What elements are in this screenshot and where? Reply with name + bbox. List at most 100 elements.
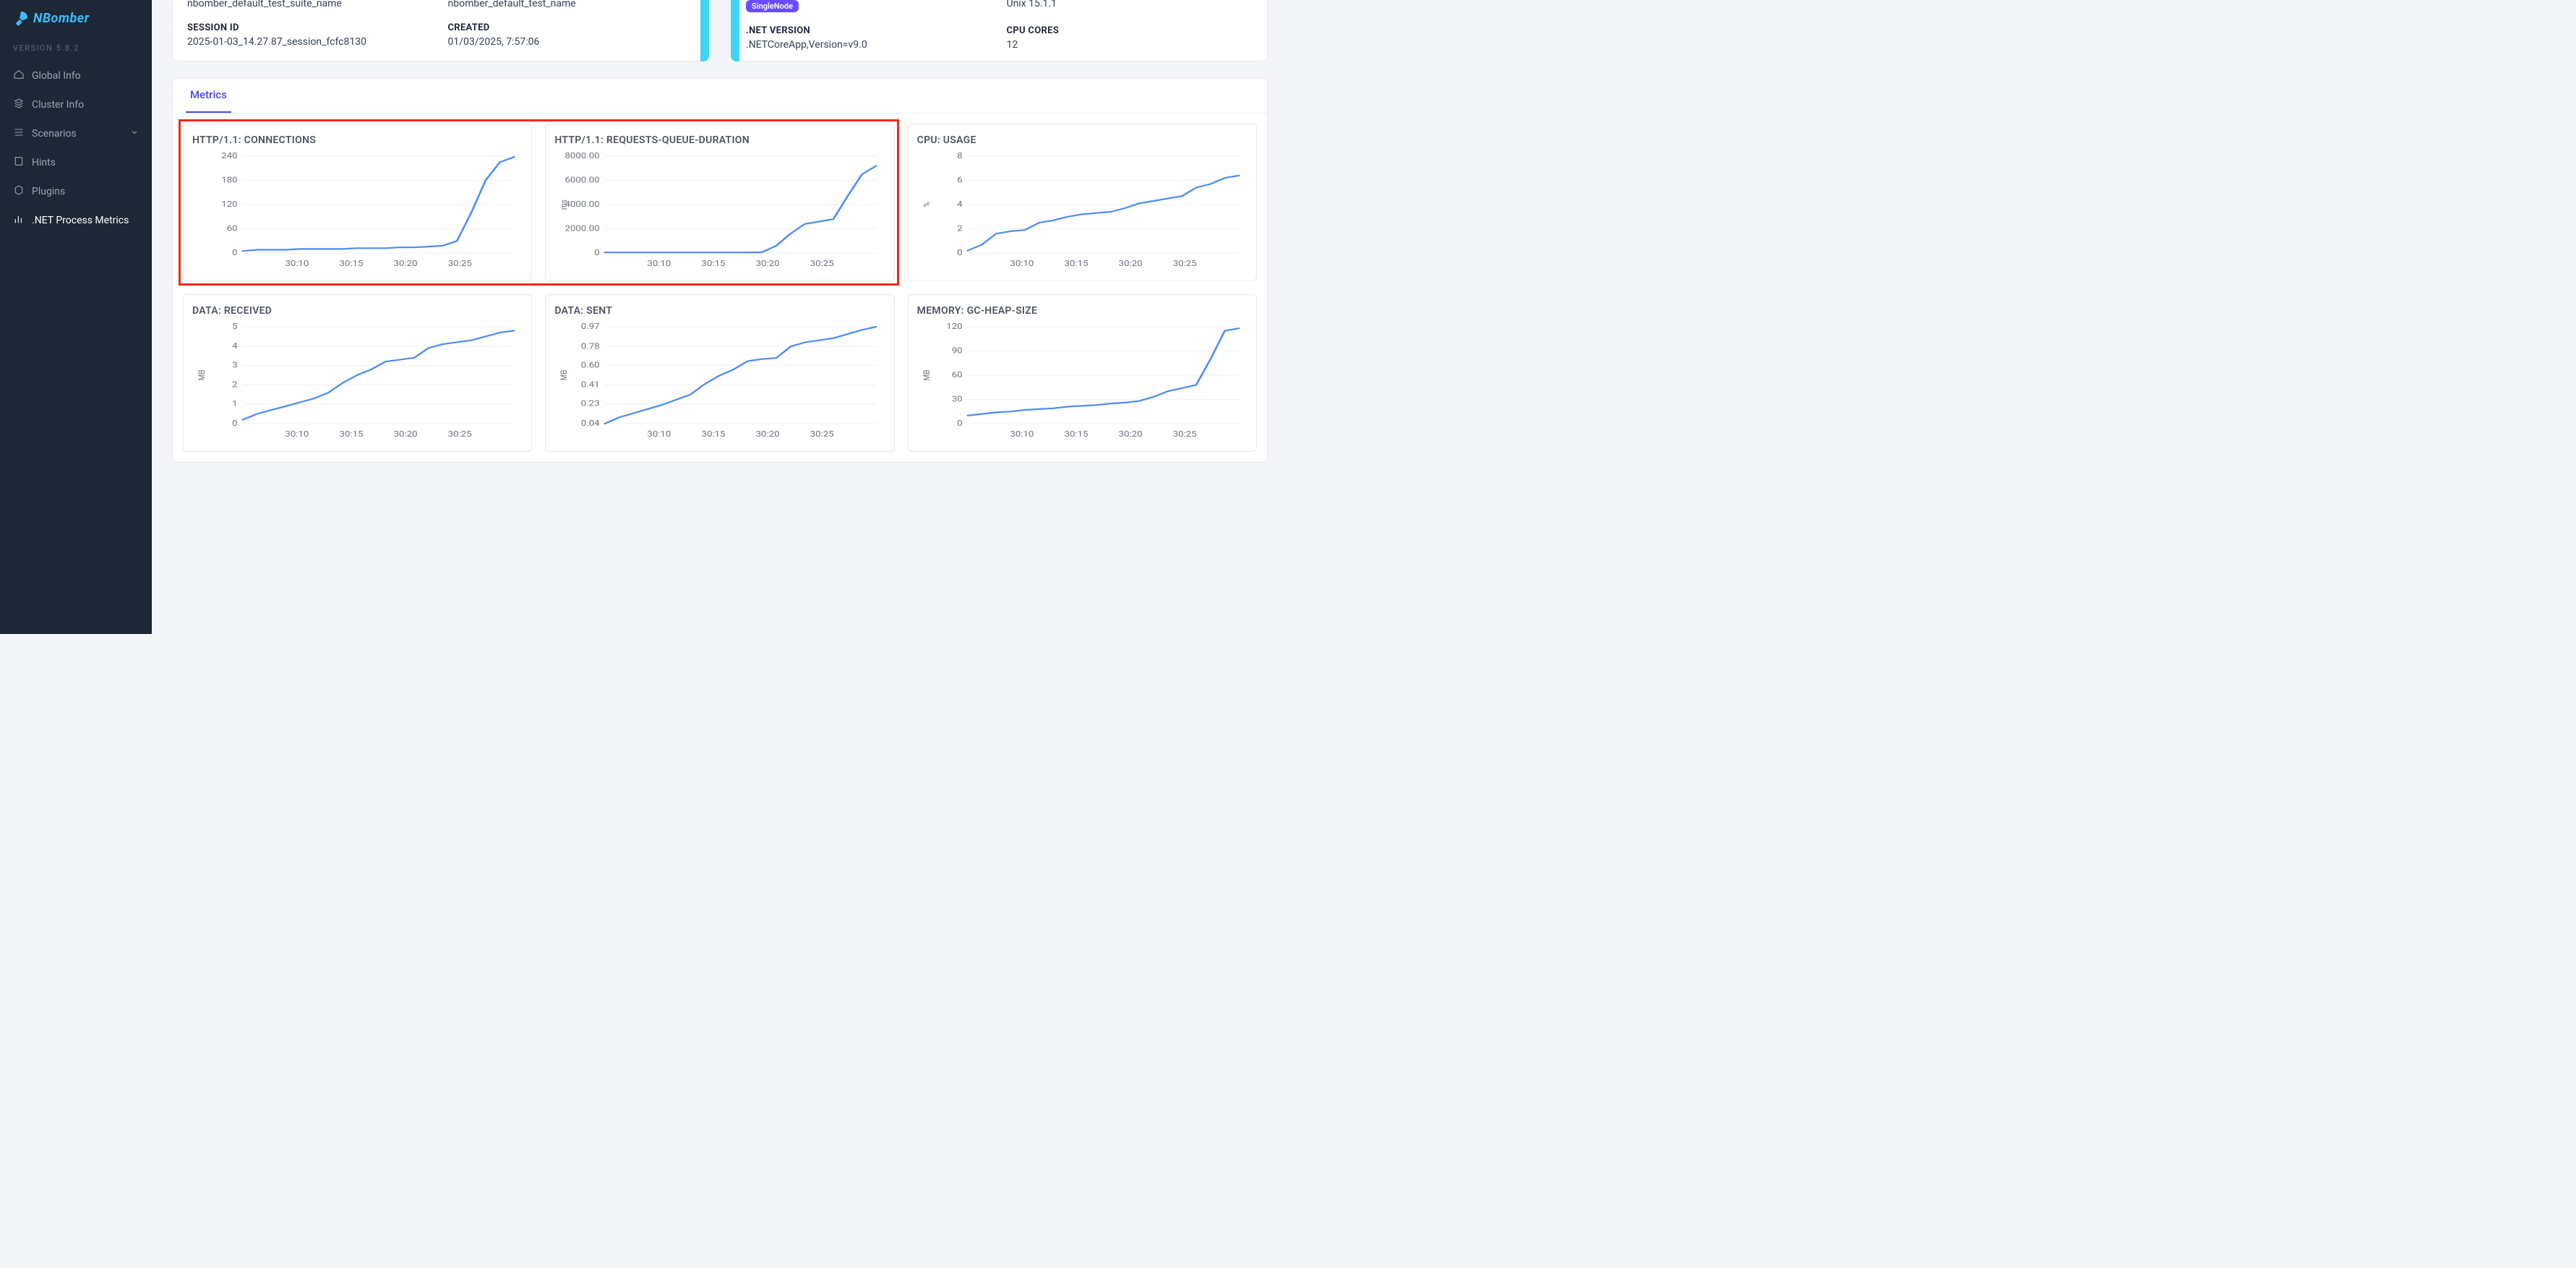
nav: Global Info Cluster Info Scenarios Hints Plu… xyxy=(0,61,152,235)
chart-card-2: CPU: USAGE0246830:1030:1530:2030:25% xyxy=(908,124,1257,281)
chart-card-5: MEMORY: GC-HEAP-SIZE030609012030:1030:15… xyxy=(908,294,1257,452)
sidebar-item-label: .NET Process Metrics xyxy=(32,215,129,226)
svg-text:4: 4 xyxy=(957,200,963,209)
svg-text:60: 60 xyxy=(951,370,962,380)
session-label: SESSION ID xyxy=(187,12,434,33)
svg-text:90: 90 xyxy=(951,346,962,356)
chart-svg: 030609012030:1030:1530:2030:25MB xyxy=(917,321,1248,444)
card-stripe xyxy=(700,0,709,61)
cluster-icon xyxy=(13,98,25,112)
bars-icon xyxy=(13,213,25,228)
chart-card-4: DATA: SENT 0.04 0.23 0.41 0.60 0.78 0.97 30:10 3… xyxy=(545,294,894,452)
svg-text:5: 5 xyxy=(232,322,238,331)
sidebar-item-plugins[interactable]: Plugins xyxy=(0,177,152,206)
chart-title: MEMORY: GC-HEAP-SIZE xyxy=(917,305,1248,317)
info-card-env: SingleNode Unix 15.1.1 .NET VERSION CPU … xyxy=(731,0,1268,61)
svg-text:0.41: 0.41 xyxy=(581,380,600,390)
svg-text:%: % xyxy=(922,202,932,207)
svg-text:30:15: 30:15 xyxy=(702,429,726,439)
created-label: CREATED xyxy=(448,12,695,33)
sidebar-item-scenarios[interactable]: Scenarios xyxy=(0,119,152,148)
info-row: nbomber_default_test_suite_name nbomber_… xyxy=(152,0,1288,77)
svg-text:30:20: 30:20 xyxy=(1118,259,1142,268)
svg-text:30:25: 30:25 xyxy=(810,429,834,439)
home-icon xyxy=(13,69,25,83)
sidebar-item-label: Global Info xyxy=(32,70,81,82)
svg-text:30:25: 30:25 xyxy=(1172,429,1196,439)
os-value: Unix 15.1.1 xyxy=(1007,0,1253,12)
brand: NBomber xyxy=(0,0,152,29)
chart-card-3: DATA: RECEIVED01234530:1030:1530:2030:25… xyxy=(183,294,532,452)
svg-text:2: 2 xyxy=(957,224,963,234)
svg-text:30:20: 30:20 xyxy=(756,429,780,439)
session-value: 2025-01-03_14.27.87_session_fcfc8130 xyxy=(187,36,434,48)
svg-text:120: 120 xyxy=(946,322,962,331)
svg-text:0: 0 xyxy=(957,419,963,428)
version-label: VERSION 5.8.2 xyxy=(0,29,152,61)
chart-title: CPU: USAGE xyxy=(917,134,1248,146)
svg-text:MB: MB xyxy=(922,369,932,380)
info-card-session: nbomber_default_test_suite_name nbomber_… xyxy=(172,0,709,61)
svg-text:30:10: 30:10 xyxy=(285,429,309,439)
sidebar-item-label: Scenarios xyxy=(32,128,77,140)
svg-text:0.78: 0.78 xyxy=(581,341,600,351)
cores-label: CPU CORES xyxy=(1007,15,1253,36)
chart-svg: 0.04 0.23 0.41 0.60 0.78 0.97 30:10 30:15 30:20 3… xyxy=(554,321,885,444)
highlight-box xyxy=(179,119,899,286)
svg-text:0.04: 0.04 xyxy=(581,419,600,428)
cluster-mode-badge: SingleNode xyxy=(746,0,799,12)
svg-text:30: 30 xyxy=(951,395,962,404)
sidebar-item-label: Cluster Info xyxy=(32,99,84,111)
sidebar-item-label: Hints xyxy=(32,157,56,168)
hex-icon xyxy=(13,184,25,199)
svg-text:MB: MB xyxy=(559,369,569,380)
svg-text:0.97: 0.97 xyxy=(581,322,600,331)
test-value: nbomber_default_test_name xyxy=(448,0,695,9)
tab-metrics[interactable]: Metrics xyxy=(186,78,231,113)
chart-body: 0.04 0.23 0.41 0.60 0.78 0.97 30:10 30:15 30:20 3… xyxy=(554,321,885,444)
sidebar-item-global-info[interactable]: Global Info xyxy=(0,61,152,90)
cores-value: 12 xyxy=(1007,39,1253,51)
chart-title: DATA: SENT xyxy=(554,305,885,317)
chart-body: 01234530:1030:1530:2030:25MB xyxy=(192,321,523,444)
chart-body: 030609012030:1030:1530:2030:25MB xyxy=(917,321,1248,444)
net-label: .NET VERSION xyxy=(746,15,992,36)
chart-svg: 01234530:1030:1530:2030:25MB xyxy=(192,321,523,444)
svg-text:30:20: 30:20 xyxy=(1118,429,1142,439)
metrics-panel: Metrics HTTP/1.1: CONNECTIONS06012018024… xyxy=(172,77,1268,463)
rocket-icon xyxy=(13,10,29,26)
sidebar-item-cluster-info[interactable]: Cluster Info xyxy=(0,90,152,119)
svg-text:4: 4 xyxy=(232,341,238,351)
svg-text:30:10: 30:10 xyxy=(1010,259,1034,268)
svg-text:0: 0 xyxy=(957,248,963,257)
svg-text:0.60: 0.60 xyxy=(581,360,600,369)
svg-text:6: 6 xyxy=(957,176,963,185)
charts-wrap: HTTP/1.1: CONNECTIONS06012018024030:1030… xyxy=(173,113,1267,462)
card-stripe xyxy=(731,0,739,61)
sidebar-item-label: Plugins xyxy=(32,186,65,197)
sidebar-item-hints[interactable]: Hints xyxy=(0,148,152,177)
svg-text:3: 3 xyxy=(232,361,238,370)
svg-text:30:25: 30:25 xyxy=(1172,259,1196,268)
chart-svg: 0246830:1030:1530:2030:25% xyxy=(917,150,1248,273)
svg-text:30:25: 30:25 xyxy=(448,429,472,439)
svg-text:1: 1 xyxy=(232,399,237,408)
svg-text:2: 2 xyxy=(232,380,238,389)
chart-title: DATA: RECEIVED xyxy=(192,305,523,317)
brand-text: NBomber xyxy=(33,11,90,26)
svg-text:30:10: 30:10 xyxy=(1010,429,1034,439)
svg-text:30:15: 30:15 xyxy=(340,429,364,439)
svg-text:30:10: 30:10 xyxy=(648,429,671,439)
svg-text:0: 0 xyxy=(232,419,238,428)
svg-text:MB: MB xyxy=(197,369,207,380)
tabs-header: Metrics xyxy=(173,78,1267,113)
created-value: 01/03/2025, 7:57:06 xyxy=(448,36,695,48)
sidebar-item-dotnet-metrics[interactable]: .NET Process Metrics xyxy=(0,206,152,235)
svg-text:8: 8 xyxy=(957,151,963,160)
net-value: .NETCoreApp,Version=v9.0 xyxy=(746,39,992,51)
book-icon xyxy=(13,155,25,170)
svg-text:0.23: 0.23 xyxy=(581,399,600,408)
sidebar: NBomber VERSION 5.8.2 Global Info Cluster… xyxy=(0,0,152,634)
suite-value: nbomber_default_test_suite_name xyxy=(187,0,434,9)
chart-body: 0246830:1030:1530:2030:25% xyxy=(917,150,1248,273)
